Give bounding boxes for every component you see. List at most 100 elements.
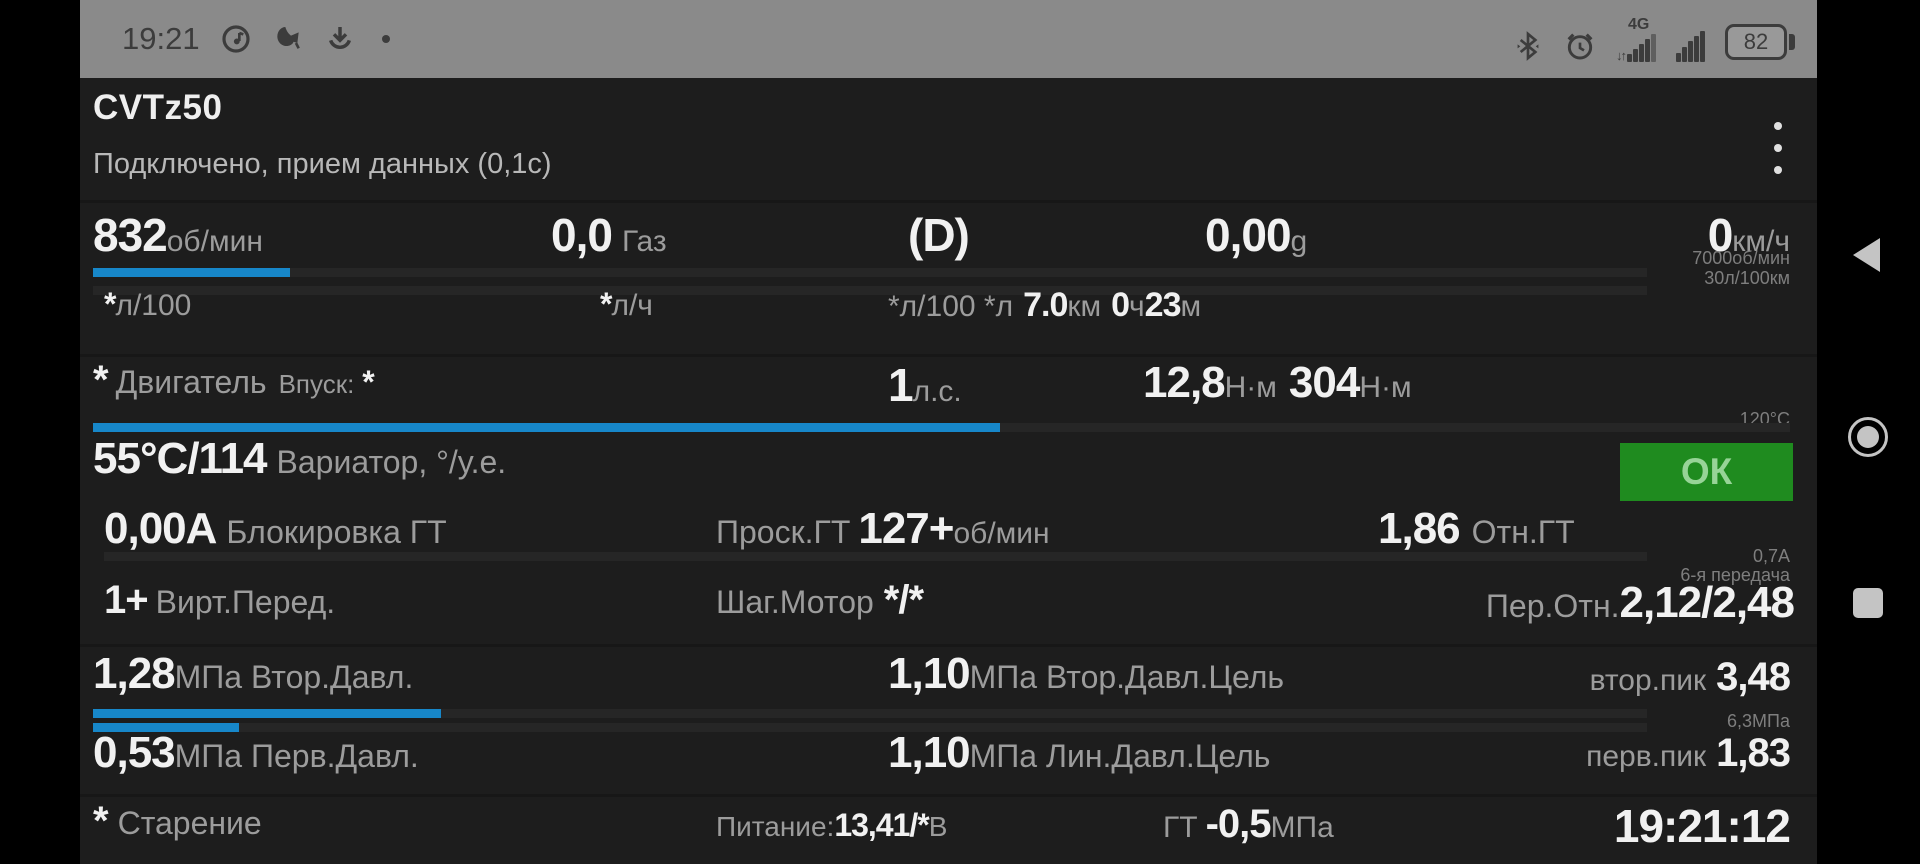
- current-scale-label: 0,7А: [1752, 546, 1790, 566]
- speed-value: 0: [1707, 209, 1734, 261]
- row-separator: [80, 200, 1817, 203]
- engine-gauge-fill: [93, 423, 1000, 432]
- hp-unit: л.с.: [912, 375, 962, 408]
- row-separator: [80, 794, 1817, 797]
- hp-value: 1: [888, 359, 914, 411]
- pressure-scale-label: 6,3МПа: [1727, 711, 1790, 731]
- throttle-value: 0,0: [551, 209, 613, 261]
- fuel-lh-unit: л/ч: [611, 289, 653, 322]
- engine-label: Двигатель: [115, 364, 267, 400]
- line-target-value: 1,10: [888, 728, 971, 777]
- engine-label-cell: * Двигатель Впуск: *: [93, 358, 375, 403]
- cvt-temp-value: 55°C/114: [93, 434, 268, 483]
- tc-ratio-label: Отн.ГТ: [1471, 514, 1575, 550]
- status-bar-left: 19:21: [80, 21, 390, 57]
- tc-lock-cell: 0,00А Блокировка ГТ: [104, 504, 447, 554]
- gear-selector-cell: (D): [908, 208, 970, 262]
- nav-recents-icon[interactable]: [1853, 588, 1883, 618]
- sec-pressure-label: МПа Втор.Давл.: [174, 659, 414, 695]
- slip-value: 127+: [858, 504, 954, 553]
- torque-cell: 12,8Н·м 304Н·м: [1143, 358, 1412, 408]
- battery-level: 82: [1725, 23, 1787, 60]
- signal-icon: [1676, 30, 1705, 62]
- cvt-temp-label: Вариатор, °/у.е.: [276, 444, 507, 480]
- lock-current-value: 0,00А: [104, 504, 217, 553]
- pri-pressure-fill: [93, 723, 239, 732]
- primary-peak-cell: перв.пик 1,83: [1586, 731, 1791, 776]
- sec-pressure-value: 1,28: [93, 649, 176, 698]
- trip-hours-unit: ч: [1129, 290, 1145, 323]
- trip-hours-value: 0: [1111, 286, 1130, 324]
- aging-cell: * Старение: [93, 799, 262, 844]
- pri-peak-label: перв.пик: [1586, 740, 1707, 773]
- gt-pressure-value: -0,5: [1205, 802, 1272, 846]
- trip-distance-value: 7.0: [1023, 286, 1068, 324]
- status-time: 19:21: [122, 21, 200, 56]
- voltage-cell: Питание:13,41/*В: [716, 807, 947, 844]
- pri-pressure-label: МПа Перв.Давл.: [174, 738, 419, 774]
- intake-star: *: [362, 364, 374, 400]
- rpm-scale-label: 7000об/мин: [1692, 248, 1790, 268]
- gear-ratio-cell: Пер.Отн.2,12/2,48: [1486, 578, 1795, 628]
- gt-label: ГТ: [1163, 811, 1198, 844]
- aging-label: Старение: [117, 805, 262, 841]
- nav-home-icon[interactable]: [1848, 417, 1888, 457]
- rpm-value: 832: [93, 209, 168, 261]
- trip-distance-unit: км: [1067, 290, 1102, 323]
- secondary-peak-cell: втор.пик 3,48: [1590, 655, 1791, 700]
- virtual-gear-cell: 1+ Вирт.Перед.: [104, 578, 335, 623]
- gear-mode-value: (D): [908, 209, 970, 261]
- bluetooth-icon: [1517, 30, 1539, 61]
- torque-unit: Н·м: [1224, 371, 1277, 404]
- trip-cell: *л/100 *л 7.0км 0ч23м: [888, 286, 1201, 325]
- torque-max-unit: Н·м: [1359, 371, 1412, 404]
- rpm-gauge-track: [93, 268, 1647, 277]
- android-nav-bar: [1817, 0, 1920, 864]
- voltage-value: 13,41/*: [834, 807, 929, 843]
- accel-unit: g: [1290, 225, 1308, 258]
- nav-back-icon[interactable]: [1853, 238, 1880, 272]
- app-title: CVTz50: [93, 88, 223, 127]
- ok-button[interactable]: ОК: [1620, 443, 1793, 501]
- lock-label: Блокировка ГТ: [226, 514, 447, 550]
- torque-max-value: 304: [1288, 358, 1360, 407]
- row-separator: [80, 354, 1817, 357]
- clock-value: 19:21:12: [1613, 800, 1791, 852]
- pri-peak-value: 1,83: [1716, 731, 1791, 775]
- sec-target-value: 1,10: [888, 649, 971, 698]
- network-type-label: 4G: [1628, 15, 1650, 33]
- signal-4g-icon: 4G ↓↑: [1616, 15, 1656, 62]
- sec-peak-value: 3,48: [1716, 655, 1791, 699]
- pri-pressure-track: [93, 723, 1647, 732]
- horsepower-cell: 1л.с.: [888, 358, 962, 412]
- virt-gear-value: 1+: [104, 578, 149, 622]
- tc-ratio-cell: 1,86 Отн.ГТ: [1378, 504, 1575, 554]
- engine-rpm-cell: 832об/мин: [93, 208, 263, 262]
- battery-icon: 82: [1725, 23, 1795, 60]
- gear-scale-label: 6-я передача: [1680, 565, 1790, 585]
- battery-nub: [1789, 33, 1795, 50]
- fuel-per-hour-cell: *л/ч: [600, 286, 653, 323]
- fuel-lh-value: *: [600, 286, 612, 322]
- status-bar-right: 4G ↓↑ 82: [1512, 15, 1817, 62]
- ratio-value: 2,12/2,48: [1619, 578, 1795, 627]
- trip-minutes-unit: м: [1180, 290, 1202, 323]
- fuel-l100-unit: л/100: [115, 289, 192, 322]
- line-target-label: МПа Лин.Давл.Цель: [969, 738, 1271, 774]
- kebab-menu-icon[interactable]: [1758, 122, 1798, 174]
- trip-prefix: *л/100 *л: [888, 290, 1014, 323]
- intake-label: Впуск:: [278, 369, 355, 399]
- fuel-gauge-track: [93, 286, 1647, 295]
- slip-label: Проск.ГТ: [716, 514, 851, 550]
- gt-unit: МПа: [1270, 811, 1334, 844]
- torque-value: 12,8: [1143, 358, 1226, 407]
- voltage-label: Питание:: [716, 811, 835, 842]
- download-icon: [328, 27, 351, 50]
- acceleration-cell: 0,00g: [1205, 208, 1307, 262]
- trip-minutes-value: 23: [1144, 286, 1182, 324]
- row-separator: [80, 644, 1817, 647]
- stepper-label: Шаг.Мотор: [716, 584, 874, 620]
- slip-unit: об/мин: [953, 517, 1050, 550]
- notification-icon: [276, 27, 300, 49]
- stepper-value: */*: [883, 578, 924, 622]
